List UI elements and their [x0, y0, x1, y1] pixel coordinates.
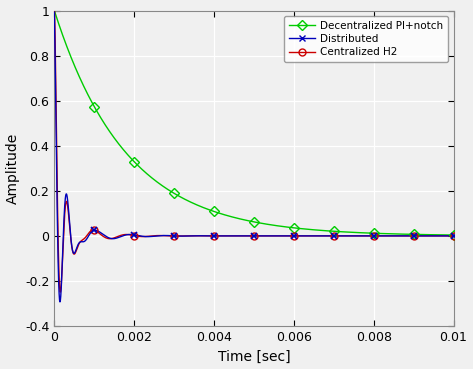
X-axis label: Time [sec]: Time [sec] — [218, 349, 290, 363]
Y-axis label: Amplitude: Amplitude — [6, 133, 19, 204]
Legend: Decentralized PI+notch, Distributed, Centralized H2: Decentralized PI+notch, Distributed, Cen… — [283, 16, 448, 62]
